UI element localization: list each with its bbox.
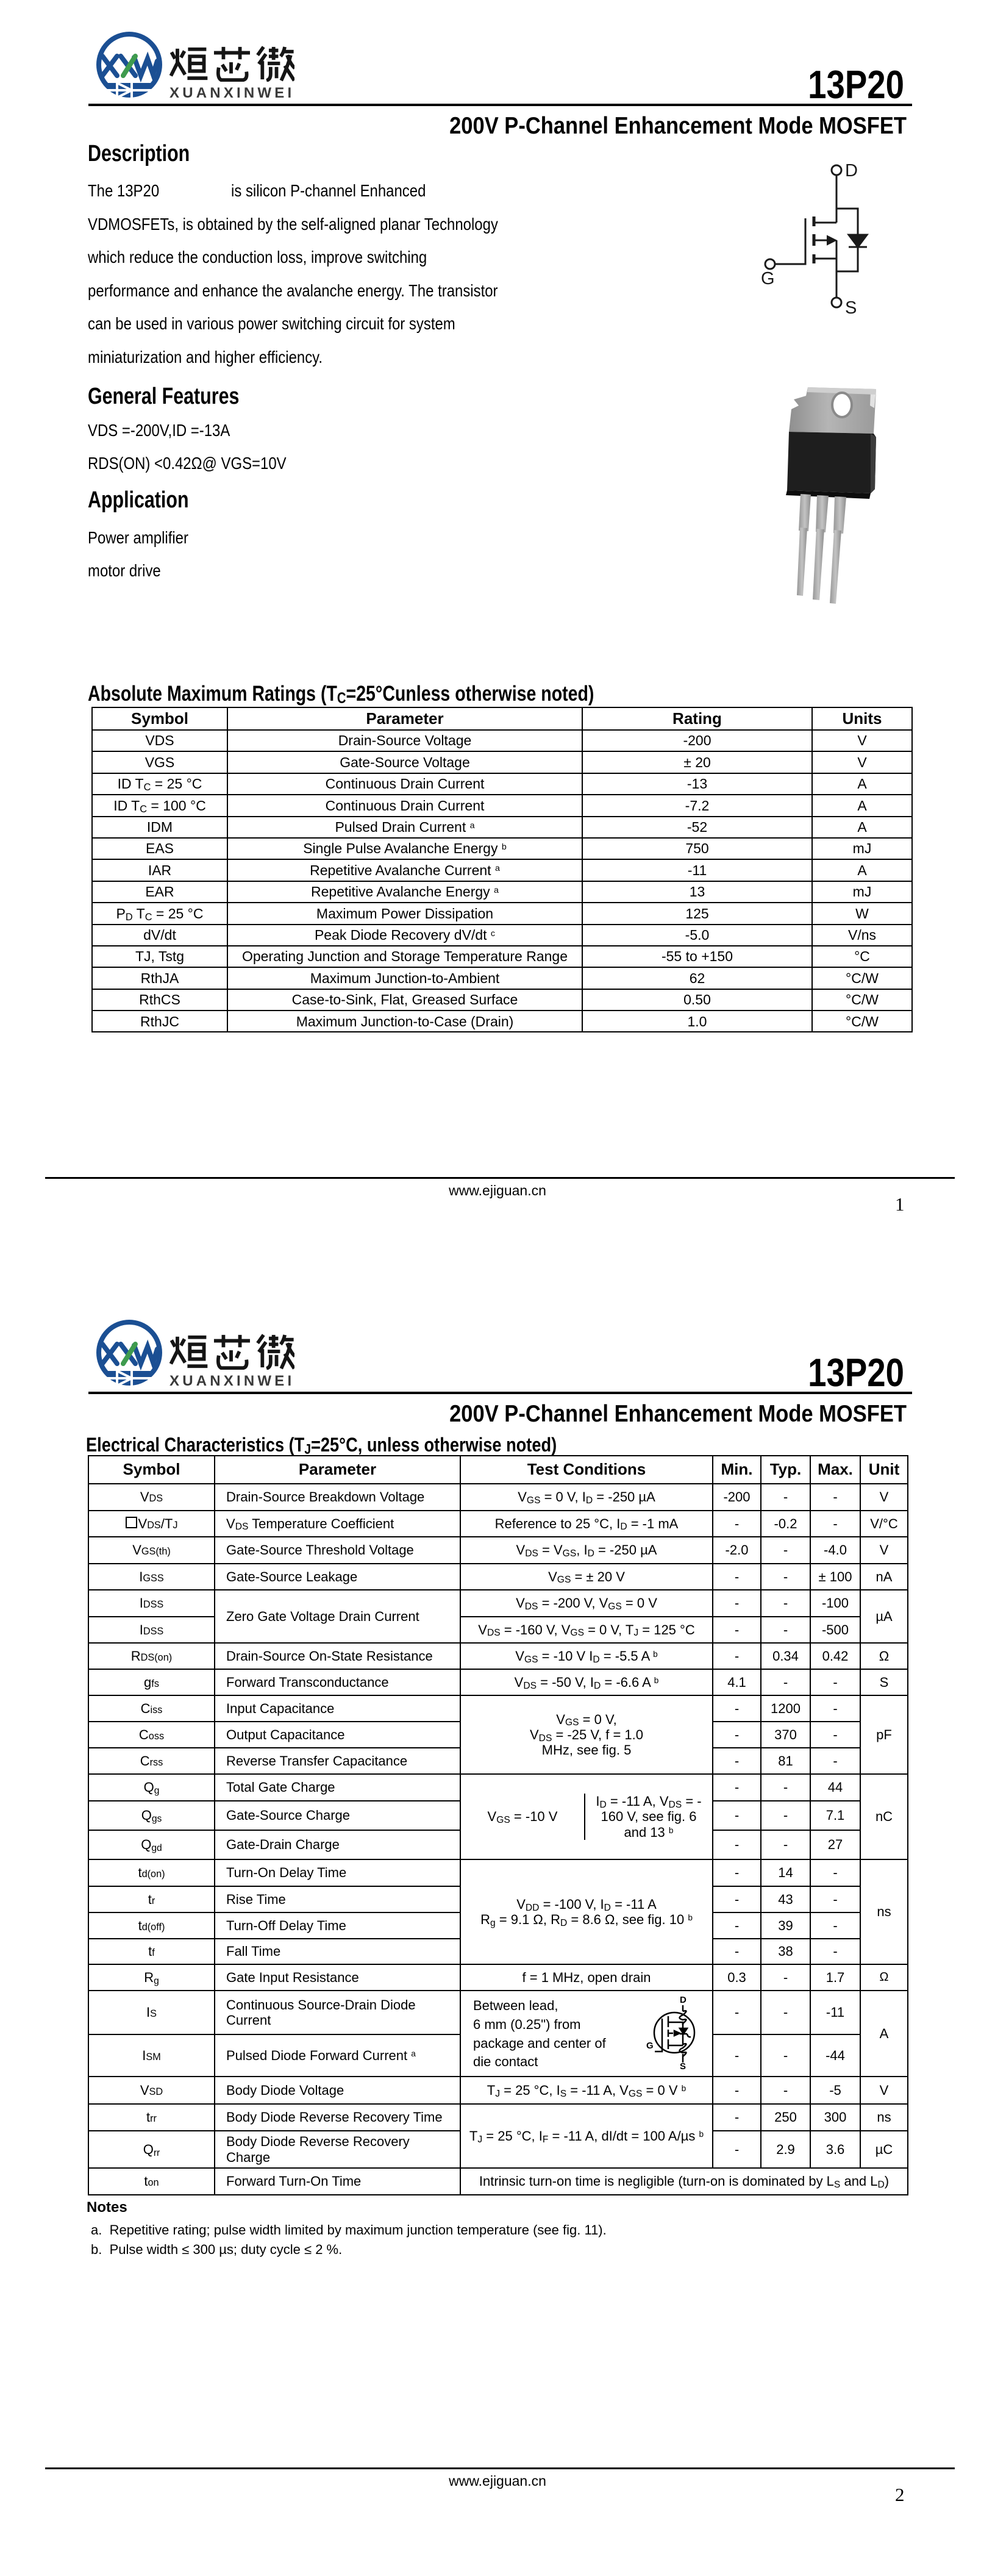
svg-text:S: S	[845, 298, 857, 316]
svg-text:G: G	[761, 269, 775, 288]
svg-text:G: G	[646, 2041, 654, 2051]
svg-text:D: D	[680, 1995, 687, 2005]
svg-text:D: D	[845, 161, 858, 181]
svg-text:S: S	[680, 2061, 686, 2070]
